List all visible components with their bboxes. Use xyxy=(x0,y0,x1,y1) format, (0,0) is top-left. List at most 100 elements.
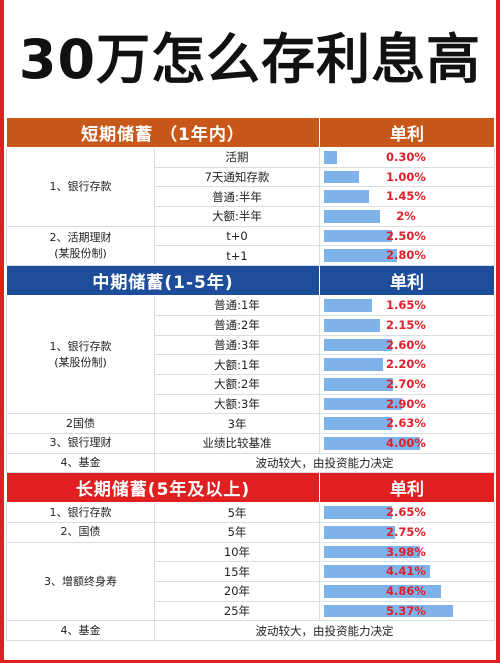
rate-cell: 4.41% xyxy=(319,561,495,583)
option-cell: 业绩比较基准 xyxy=(154,432,320,454)
rate-value: 2.60% xyxy=(386,337,426,352)
rate-cell: 3.98% xyxy=(319,541,495,563)
table-row: 2、国债 5年 2.75% xyxy=(6,522,495,543)
rate-bar xyxy=(324,436,420,450)
category-line: (某股份制) xyxy=(54,246,107,260)
rate-cell: 1.65% xyxy=(319,295,495,316)
table-row: 普通:3年 2.60% xyxy=(7,334,495,356)
rate-bar xyxy=(324,190,369,204)
table-row: 1、银行存款 活期 0.30% xyxy=(6,147,495,227)
rate-value: 2.70% xyxy=(386,376,426,391)
rate-cell: 2.90% xyxy=(319,393,495,415)
rate-cell: 2% xyxy=(319,206,495,227)
rate-cell: 2.60% xyxy=(319,334,495,356)
rate-cell: 2.65% xyxy=(319,502,495,523)
mid-term-title: 中期储蓄(1-5年) xyxy=(6,265,320,297)
option-cell: 大额:2年 xyxy=(154,373,320,395)
option-cell: 5年 xyxy=(154,522,320,543)
short-term-rate-header: 单利 xyxy=(319,117,495,148)
savings-table: 短期储蓄 （1年内） 单利 1、银行存款 活期 0.30% 7天通知存款 1.0… xyxy=(6,117,495,642)
table-row: 3、增额终身寿 10年 3.98% xyxy=(6,541,495,622)
option-cell: 普通:2年 xyxy=(154,314,320,336)
fund-note: 波动较大，由投资能力决定 xyxy=(154,452,495,474)
category-line: 1、银行存款 xyxy=(49,339,112,353)
rate-cell: 1.45% xyxy=(319,186,495,208)
rate-value: 2.20% xyxy=(386,357,426,372)
rate-value: 2.65% xyxy=(386,505,426,520)
rate-value: 4.41% xyxy=(386,564,426,579)
rate-value: 2.63% xyxy=(386,416,426,431)
long-term-title: 长期储蓄(5年及以上) xyxy=(6,472,320,504)
category-cell: 4、基金 xyxy=(6,452,155,474)
rate-value: 3.98% xyxy=(386,544,426,559)
rate-cell: 1.00% xyxy=(319,166,495,188)
option-cell: 大额:半年 xyxy=(154,206,320,227)
page-title: 30万怎么存利息高 xyxy=(18,28,482,91)
rate-bar xyxy=(324,151,337,164)
rate-cell: 2.50% xyxy=(319,225,495,247)
short-term-header: 短期储蓄 （1年内） 单利 xyxy=(6,117,495,148)
rate-bar xyxy=(324,545,420,559)
category-cell: 1、银行存款 (某股份制) xyxy=(6,295,155,415)
table-row: 大额:半年 2% xyxy=(7,206,495,227)
option-cell: 20年 xyxy=(154,581,320,602)
rate-value: 1.45% xyxy=(386,189,426,204)
long-term-rate-header: 单利 xyxy=(319,472,495,504)
category-cell: 2国债 xyxy=(6,413,155,434)
rate-bar xyxy=(324,170,359,184)
category-line: (某股份制) xyxy=(54,355,107,369)
category-cell: 1、银行存款 xyxy=(6,147,155,227)
table-row: 4、基金 波动较大，由投资能力决定 xyxy=(6,620,495,642)
option-cell: 大额:1年 xyxy=(154,354,320,375)
table-row: 3、银行理财 业绩比较基准 4.00% xyxy=(6,432,495,454)
rate-bar xyxy=(324,210,380,223)
table-row: 20年 4.86% xyxy=(7,581,495,602)
option-cell: 5年 xyxy=(154,502,320,523)
option-cell: t+0 xyxy=(154,225,320,247)
mid-term-header: 中期储蓄(1-5年) 单利 xyxy=(6,265,495,297)
option-cell: 15年 xyxy=(154,561,320,583)
rate-bar xyxy=(324,397,402,411)
mid-term-rate-header: 单利 xyxy=(319,265,495,297)
short-term-title: 短期储蓄 （1年内） xyxy=(6,117,320,148)
category-cell: 2、活期理财 (某股份制) xyxy=(6,225,155,267)
rate-cell: 0.30% xyxy=(319,147,495,168)
category-cell: 1、银行存款 xyxy=(6,502,155,523)
rate-cell: 2.15% xyxy=(319,314,495,336)
rate-cell: 4.86% xyxy=(319,581,495,602)
rate-bar xyxy=(324,604,453,618)
table-row: 7天通知存款 1.00% xyxy=(7,166,495,188)
table-row: 4、基金 波动较大，由投资能力决定 xyxy=(6,452,495,474)
rate-bar xyxy=(324,299,372,312)
rate-bar xyxy=(324,229,392,243)
rate-cell: 4.00% xyxy=(319,432,495,454)
table-row: 2国债 3年 2.63% xyxy=(6,413,495,434)
rate-value: 5.37% xyxy=(386,603,426,618)
rate-cell: 2.75% xyxy=(319,522,495,543)
rate-bar xyxy=(324,338,392,352)
table-row: 1、银行存款 5年 2.65% xyxy=(6,502,495,523)
option-cell: 7天通知存款 xyxy=(154,166,320,188)
rate-bar xyxy=(324,565,430,579)
option-cell: t+1 xyxy=(154,245,320,267)
rate-cell: 5.37% xyxy=(319,600,495,622)
rate-bar xyxy=(324,377,393,391)
category-cell: 3、银行理财 xyxy=(6,432,155,454)
option-cell: 活期 xyxy=(154,147,320,168)
rate-value: 1.65% xyxy=(386,298,426,313)
rate-value: 0.30% xyxy=(386,150,426,164)
option-cell: 3年 xyxy=(154,413,320,434)
long-term-header: 长期储蓄(5年及以上) 单利 xyxy=(6,472,495,504)
rate-value: 2.80% xyxy=(386,248,426,263)
option-cell: 10年 xyxy=(154,541,320,563)
option-cell: 25年 xyxy=(154,600,320,622)
rate-bar xyxy=(324,506,392,519)
option-cell: 普通:3年 xyxy=(154,334,320,356)
rate-cell: 2.80% xyxy=(319,245,495,267)
category-line: 2、活期理财 xyxy=(49,230,112,244)
rate-bar xyxy=(324,249,397,263)
table-row: 2、活期理财 (某股份制) t+0 2.50% xyxy=(6,225,495,267)
option-cell: 普通:1年 xyxy=(154,295,320,316)
table-row: t+1 2.80% xyxy=(7,245,495,267)
